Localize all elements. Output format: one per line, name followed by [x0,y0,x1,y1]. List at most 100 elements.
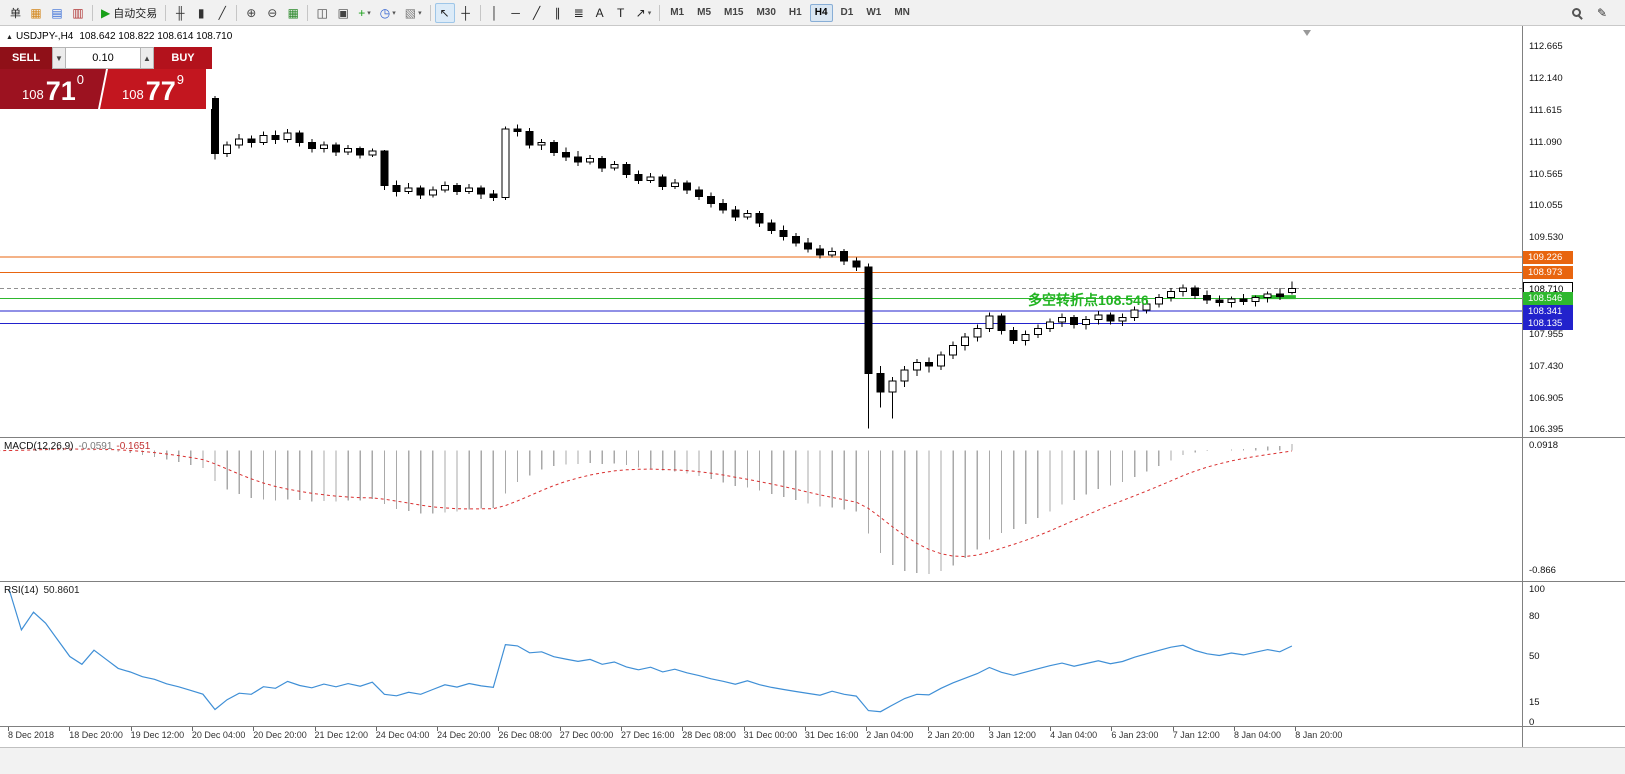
time-axis-label: 24 Dec 20:00 [437,730,491,740]
rsi-line [8,589,1293,713]
chart-shift-marker-icon[interactable] [1303,30,1311,36]
timeframe-m5[interactable]: M5 [697,7,712,18]
crosshair-icon[interactable]: ┼ [461,5,470,20]
time-axis-tick [498,727,500,731]
price-axis-label: 111.615 [1529,105,1562,117]
timeframe-m30[interactable]: M30 [756,7,776,18]
rsi-panel-separator[interactable] [0,581,1625,582]
price-tag: 108.341 [1523,304,1573,318]
price-chart-canvas[interactable] [0,26,1522,437]
fibonacci-icon[interactable]: ≣ [573,5,584,20]
timeframe-h1[interactable]: H1 [788,7,802,18]
market-watch-icon[interactable]: ▥ [72,5,84,20]
new-order-button[interactable]: 单 [10,7,21,20]
pivot-annotation-text: 多空转折点108.546 [1028,292,1149,308]
timeframe-d1[interactable]: D1 [840,7,854,18]
line-chart-icon[interactable]: ╱ [218,5,226,20]
label-icon[interactable]: T [616,5,625,20]
time-axis-tick [1172,727,1174,731]
price-axis-border [1522,26,1523,747]
indicators-icon[interactable]: + ▾ [358,5,371,20]
time-axis-tick [130,727,132,731]
toolbar-separator [659,4,661,21]
cursor-icon[interactable]: ↖ [434,2,455,23]
sell-button[interactable]: SELL [0,47,52,69]
macd-axis-label: 0.0918 [1529,440,1559,451]
horizontal-line-icon[interactable]: ─ [511,5,520,20]
macd-histogram [8,444,1293,574]
volume-increase-button[interactable]: ▲ [140,47,154,69]
autotrading-button[interactable]: ▶ 自动交易 [101,5,158,20]
trendline-icon[interactable]: ╱ [533,5,541,20]
edit-icon[interactable]: ✎ [1596,5,1608,20]
bid-big-figure: 71 [45,76,76,106]
time-axis-label: 8 Jan 04:00 [1234,730,1282,740]
text-icon[interactable]: A [595,5,604,20]
macd-panel-canvas[interactable] [0,438,1522,581]
rsi-panel-canvas[interactable] [0,582,1522,726]
time-axis-tick [866,727,868,731]
macd-name: MACD(12,26,9) [4,441,74,452]
symbol-ohlc: 108.642 108.822 108.614 108.710 [79,31,233,42]
price-axis-label: 107.955 [1529,328,1564,340]
time-axis-label: 8 Jan 20:00 [1295,730,1343,740]
macd-main-value: -0.0591 [78,441,113,452]
tile-windows-icon[interactable]: ◫ [316,5,328,20]
rsi-label: RSI(14) 50.8601 [4,585,80,596]
time-axis-label: 20 Dec 04:00 [191,730,246,740]
time-axis-label: 8 Dec 2018 [8,730,55,740]
zoom-out-icon[interactable]: ⊖ [267,5,278,20]
rsi-axis-label: 80 [1529,610,1540,622]
time-axis-tick [253,727,255,731]
price-tag: 108.135 [1523,317,1573,331]
bar-chart-icon[interactable]: ╫ [175,5,185,20]
pivot-highlight-segment[interactable] [1251,295,1296,300]
timeframe-h4[interactable]: H4 [809,3,833,22]
search-icon[interactable] [1566,3,1586,23]
ask-big-figure: 77 [145,76,176,106]
price-axis-label: 112.140 [1529,73,1563,85]
time-axis-label: 6 Jan 23:00 [1111,730,1159,740]
profiles-icon[interactable]: ▤ [51,5,63,20]
bottom-strip [0,747,1625,774]
zoom-in-icon[interactable]: ⊕ [246,5,257,20]
vertical-line-icon[interactable]: │ [490,5,499,20]
macd-signal-value: -0.1651 [116,441,151,452]
main-toolbar: 单 ▦ ▤ ▥ ▶ 自动交易 ╫ ▮ ╱ ⊕ ⊖ ▦ ◫ ▣ + ▾ ◷ ▾ ▧ ▾ ↖ ┼ │ ─ ╱ ∥ ≣ A T ↗ ▾ M1 M5 M1… [0,0,1625,26]
periods-icon[interactable]: ◷ ▾ [379,5,396,20]
price-tag: 108.973 [1523,266,1573,279]
rsi-axis-label: 15 [1529,697,1540,709]
time-axis-label: 3 Jan 12:00 [988,730,1036,740]
channel-icon[interactable]: ∥ [554,5,561,20]
timeframe-w1[interactable]: W1 [866,7,882,18]
grid-icon[interactable]: ▦ [287,5,299,20]
timeframe-m1[interactable]: M1 [670,7,685,18]
time-axis-label: 7 Jan 12:00 [1172,730,1220,740]
new-chart-icon[interactable]: ▦ [30,5,42,20]
toolbar-separator [165,4,167,21]
buy-price-button[interactable]: 108 77 9 [100,69,206,109]
price-axis-label: 110.565 [1529,169,1563,181]
volume-input[interactable]: 0.10 [66,47,140,69]
macd-label: MACD(12,26,9) -0.0591 -0.1651 [4,441,150,452]
price-axis-label: 110.055 [1529,200,1563,212]
bid-pipette: 0 [76,72,84,87]
arrows-icon[interactable]: ↗ ▾ [635,5,652,20]
time-axis-tick [69,727,71,731]
macd-panel-separator[interactable] [0,437,1625,438]
templates-icon[interactable]: ▧ ▾ [404,5,422,20]
timeframe-m15[interactable]: M15 [724,7,744,18]
buy-button[interactable]: BUY [154,47,212,69]
volume-decrease-button[interactable]: ▼ [52,47,66,69]
cascade-windows-icon[interactable]: ▣ [337,5,349,20]
time-axis-separator [0,726,1625,727]
trade-panel-expander-icon[interactable]: ▲ [6,34,13,41]
sell-price-button[interactable]: 108 71 0 [0,69,106,109]
candlestick-chart-icon[interactable]: ▮ [197,5,205,20]
time-axis-tick [375,727,377,731]
timeframe-mn[interactable]: MN [894,7,910,18]
time-axis-tick [804,727,806,731]
time-axis-label: 31 Dec 16:00 [804,730,859,740]
time-axis-tick [1295,727,1297,731]
